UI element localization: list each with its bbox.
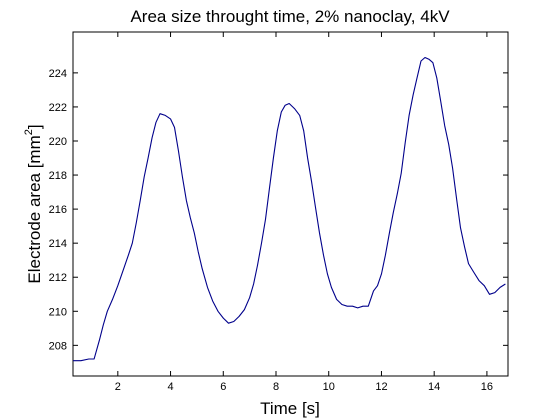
x-axis-ticks: 2 4 6 8 10 12 14 16: [115, 32, 493, 393]
y-axis-label-main: Electrode area [mm: [25, 135, 44, 283]
x-tick-label: 16: [481, 381, 493, 393]
x-tick-label: 2: [115, 381, 121, 393]
y-axis-label-close: ]: [25, 124, 44, 129]
y-tick-label: 218: [49, 170, 67, 182]
y-tick-label: 212: [49, 272, 67, 284]
x-tick-label: 12: [375, 381, 387, 393]
y-tick-label: 224: [49, 68, 67, 80]
x-tick-label: 6: [220, 381, 226, 393]
y-tick-label: 220: [49, 136, 67, 148]
y-tick-label: 216: [49, 204, 67, 216]
y-axis-ticks: 208 210 212 214 216 218 220 222 224: [49, 68, 508, 352]
y-axis-label: Electrode area [mm2]: [23, 124, 44, 283]
plot-area: [72, 31, 509, 377]
x-tick-label: 4: [167, 381, 173, 393]
chart-title: Area size throught time, 2% nanoclay, 4k…: [130, 7, 450, 26]
x-axis-label: Time [s]: [260, 399, 320, 418]
y-tick-label: 208: [49, 340, 67, 352]
series-line: [73, 56, 506, 362]
x-tick-label: 8: [273, 381, 279, 393]
x-tick-label: 10: [323, 381, 335, 393]
x-tick-label: 14: [428, 381, 440, 393]
y-axis-label-superscript: 2: [23, 129, 35, 135]
y-tick-label: 210: [49, 306, 67, 318]
y-tick-label: 214: [49, 238, 67, 250]
y-tick-label: 222: [49, 102, 67, 114]
